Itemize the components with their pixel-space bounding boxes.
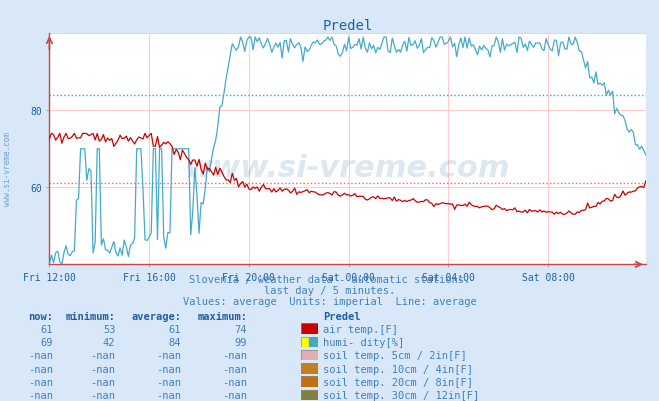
Text: last day / 5 minutes.: last day / 5 minutes. xyxy=(264,286,395,296)
Text: -nan: -nan xyxy=(156,377,181,387)
Text: -nan: -nan xyxy=(90,350,115,360)
Bar xyxy=(301,337,310,347)
Text: -nan: -nan xyxy=(156,350,181,360)
Text: -nan: -nan xyxy=(90,390,115,400)
Text: -nan: -nan xyxy=(222,377,247,387)
Text: soil temp. 20cm / 8in[F]: soil temp. 20cm / 8in[F] xyxy=(323,377,473,387)
Text: www.si-vreme.com: www.si-vreme.com xyxy=(3,132,13,205)
Text: 61: 61 xyxy=(169,324,181,334)
Text: air temp.[F]: air temp.[F] xyxy=(323,324,398,334)
Text: soil temp. 5cm / 2in[F]: soil temp. 5cm / 2in[F] xyxy=(323,350,467,360)
Text: -nan: -nan xyxy=(222,364,247,374)
Bar xyxy=(310,337,318,347)
Title: Predel: Predel xyxy=(322,19,373,33)
Text: humi- dity[%]: humi- dity[%] xyxy=(323,337,404,347)
Text: Slovenia / weather data - automatic stations.: Slovenia / weather data - automatic stat… xyxy=(189,275,470,285)
Text: -nan: -nan xyxy=(90,377,115,387)
Text: Predel: Predel xyxy=(323,311,360,321)
Text: 42: 42 xyxy=(103,337,115,347)
Text: 84: 84 xyxy=(169,337,181,347)
Text: minimum:: minimum: xyxy=(65,311,115,321)
Text: average:: average: xyxy=(131,311,181,321)
Text: 53: 53 xyxy=(103,324,115,334)
Text: Values: average  Units: imperial  Line: average: Values: average Units: imperial Line: av… xyxy=(183,296,476,306)
Text: -nan: -nan xyxy=(28,377,53,387)
Text: 69: 69 xyxy=(40,337,53,347)
Text: -nan: -nan xyxy=(28,390,53,400)
Text: now:: now: xyxy=(28,311,53,321)
Text: -nan: -nan xyxy=(28,364,53,374)
Text: -nan: -nan xyxy=(28,350,53,360)
Text: -nan: -nan xyxy=(156,364,181,374)
Text: www.si-vreme.com: www.si-vreme.com xyxy=(185,153,511,182)
Text: maximum:: maximum: xyxy=(197,311,247,321)
Text: 74: 74 xyxy=(235,324,247,334)
Text: -nan: -nan xyxy=(156,390,181,400)
Text: 61: 61 xyxy=(40,324,53,334)
Text: 99: 99 xyxy=(235,337,247,347)
Text: -nan: -nan xyxy=(222,390,247,400)
Text: soil temp. 10cm / 4in[F]: soil temp. 10cm / 4in[F] xyxy=(323,364,473,374)
Text: soil temp. 30cm / 12in[F]: soil temp. 30cm / 12in[F] xyxy=(323,390,479,400)
Text: -nan: -nan xyxy=(222,350,247,360)
Text: -nan: -nan xyxy=(90,364,115,374)
